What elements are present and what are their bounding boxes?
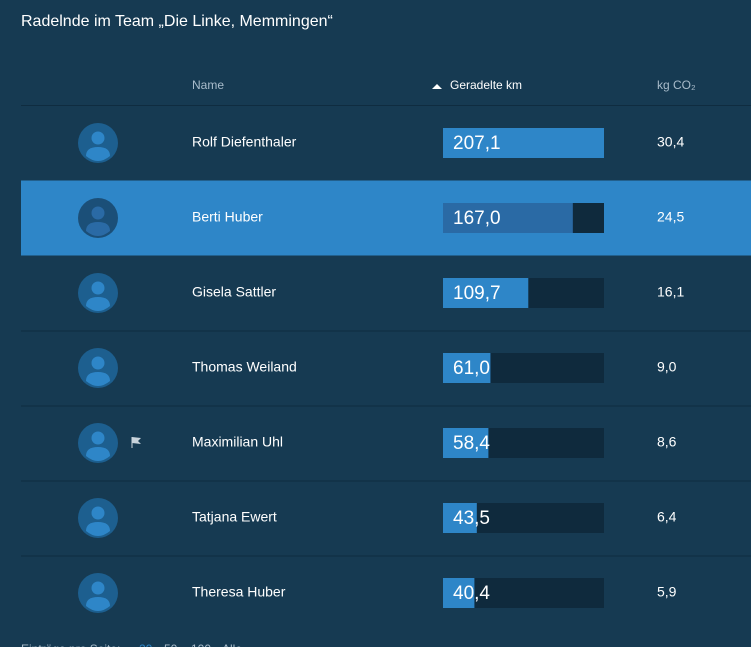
footer-label: Einträge pro Seite: <box>21 642 120 647</box>
avatar-head <box>91 281 105 295</box>
co2-value: 9,0 <box>657 359 677 375</box>
avatar-head <box>91 581 105 595</box>
km-label: 43,5 <box>453 508 490 529</box>
row-highlight <box>21 180 751 256</box>
co2-value: 6,4 <box>657 509 677 525</box>
participant-name[interactable]: Thomas Weiland <box>192 359 297 375</box>
avatar-body <box>86 372 110 386</box>
participant-name[interactable]: Tatjana Ewert <box>192 509 277 525</box>
participant-name[interactable]: Rolf Diefenthaler <box>192 134 297 150</box>
km-label: 167,0 <box>453 208 501 229</box>
participant-name[interactable]: Maximilian Uhl <box>192 434 283 450</box>
participant-name[interactable]: Gisela Sattler <box>192 284 276 300</box>
co2-value: 8,6 <box>657 434 677 450</box>
km-bar <box>443 578 475 608</box>
avatar-head <box>91 356 105 370</box>
km-label: 58,4 <box>453 433 490 454</box>
avatar-head <box>91 131 105 145</box>
km-label: 109,7 <box>453 283 501 304</box>
km-bar <box>443 428 489 458</box>
page-size-option[interactable]: 50 <box>164 642 178 647</box>
page-size-option[interactable]: Alle <box>222 642 242 647</box>
column-header[interactable]: kg CO₂ <box>657 78 696 92</box>
km-bar <box>443 203 573 233</box>
avatar-head <box>91 431 105 445</box>
page-size-option[interactable]: 100 <box>191 642 211 647</box>
avatar-body <box>86 447 110 461</box>
page-size-option[interactable]: 20 <box>139 642 153 647</box>
km-label: 207,1 <box>453 133 501 154</box>
participant-name[interactable]: Theresa Huber <box>192 584 286 600</box>
km-bar <box>443 278 529 308</box>
avatar-head <box>91 206 105 220</box>
column-header[interactable]: Geradelte km <box>450 78 522 92</box>
avatar-body <box>86 297 110 311</box>
flag <box>132 437 141 444</box>
avatar-body <box>86 147 110 161</box>
avatar-head <box>91 506 105 520</box>
km-label: 40,4 <box>453 583 490 604</box>
co2-value: 5,9 <box>657 584 677 600</box>
km-bar <box>443 128 604 158</box>
participant-name[interactable]: Berti Huber <box>192 209 263 225</box>
avatar-body <box>86 222 110 236</box>
title: Radelnde im Team „Die Linke, Memmingen“ <box>21 13 333 30</box>
km-label: 61,0 <box>453 358 490 379</box>
avatar-body <box>86 522 110 536</box>
column-header[interactable]: Name <box>192 78 224 92</box>
km-bar <box>443 353 491 383</box>
sort-arrow <box>432 84 442 89</box>
co2-value: 24,5 <box>657 209 684 225</box>
avatar-body <box>86 597 110 611</box>
km-bar <box>443 503 477 533</box>
co2-value: 16,1 <box>657 284 684 300</box>
co2-value: 30,4 <box>657 134 684 150</box>
